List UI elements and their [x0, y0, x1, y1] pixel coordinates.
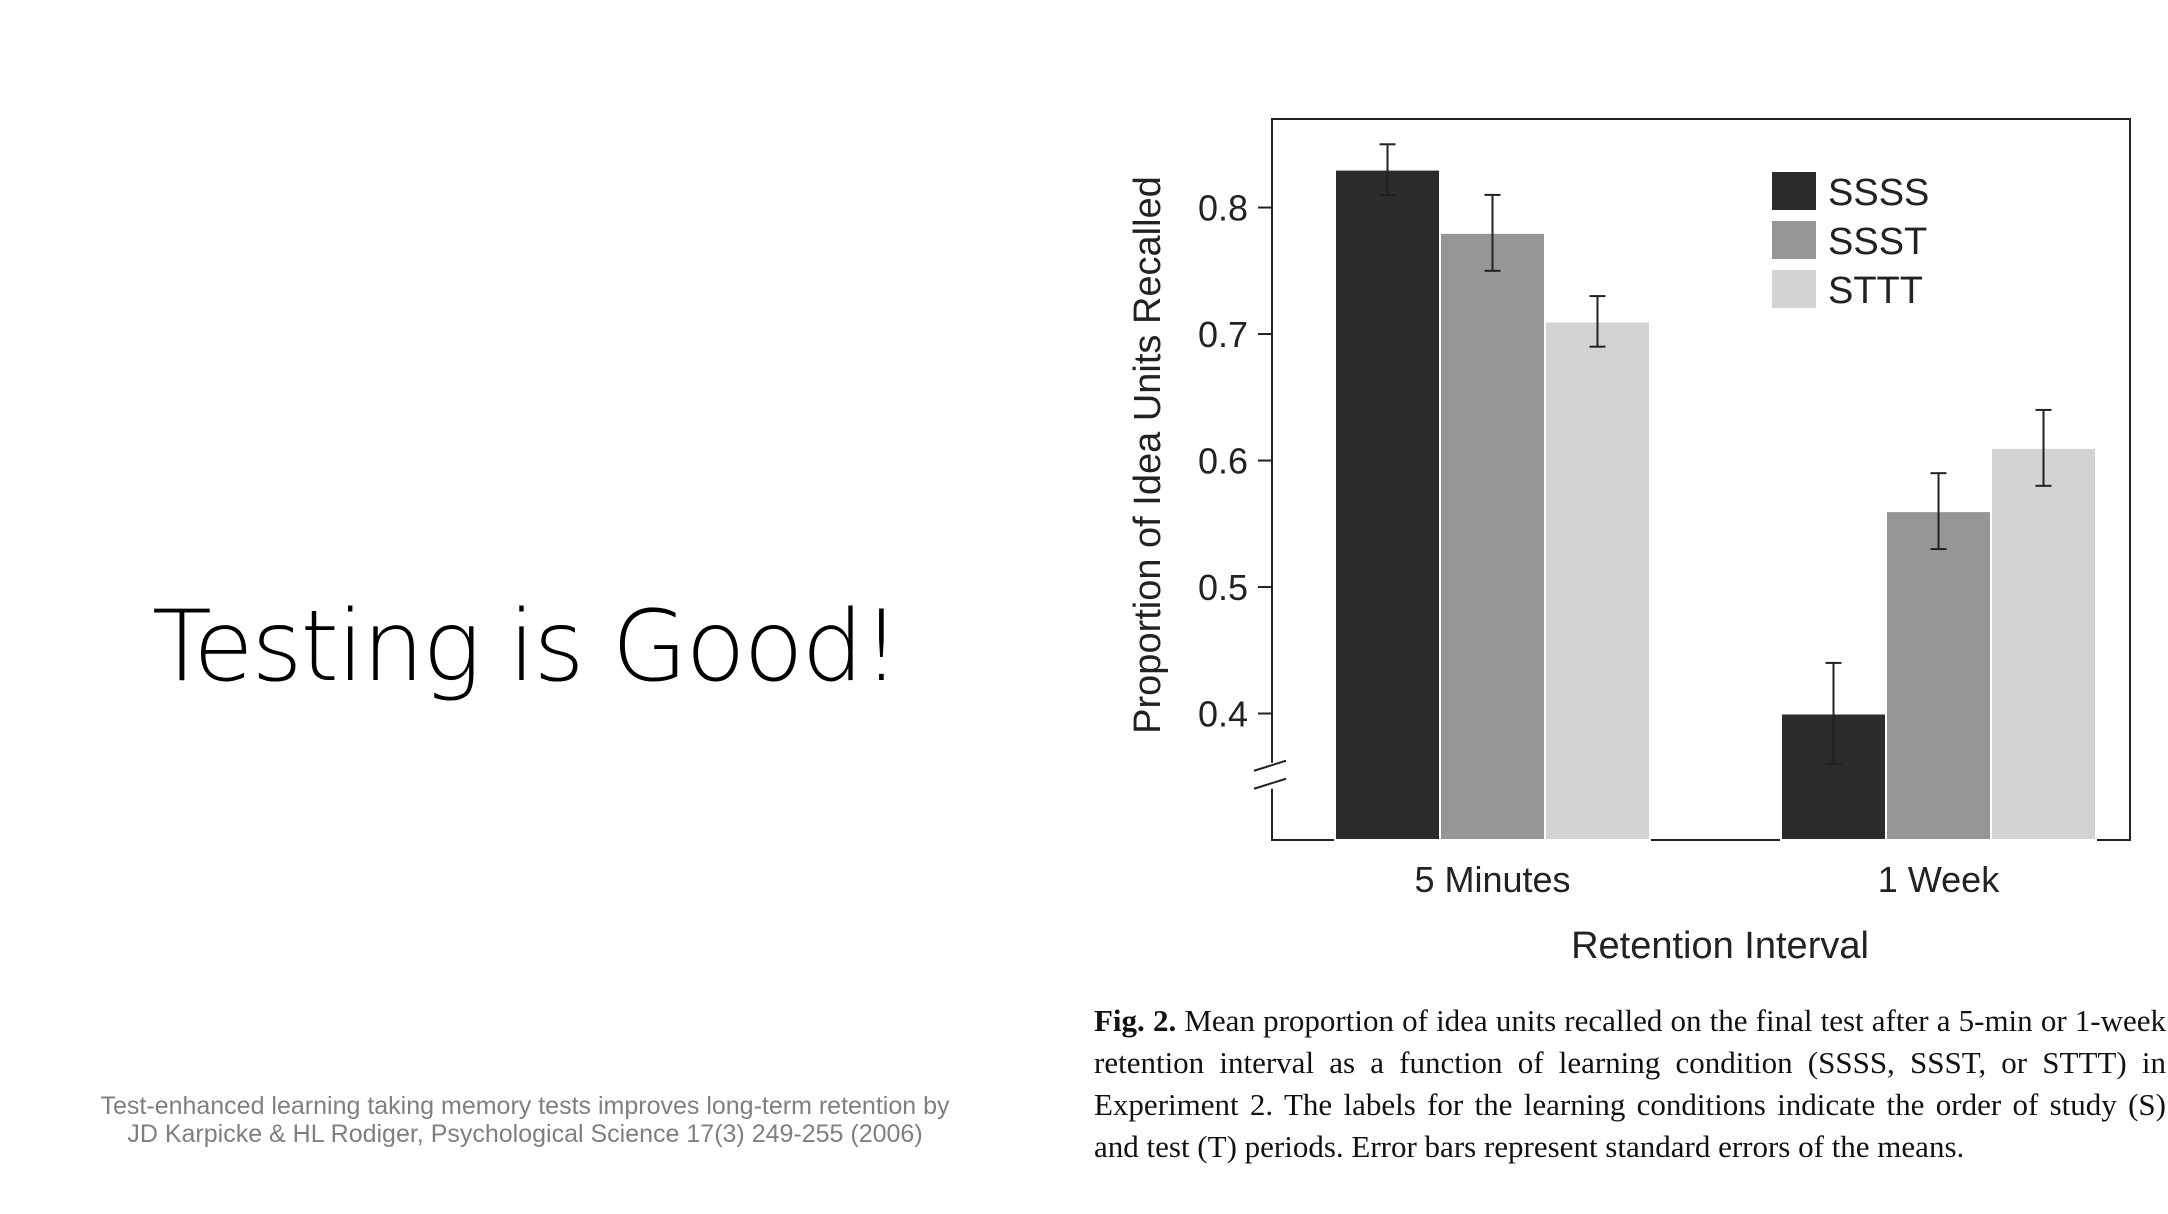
caption-text: Mean proportion of idea units recalled o…: [1094, 1003, 2167, 1164]
bar-ssst: [1885, 510, 1992, 841]
legend-swatch-sttt: [1772, 270, 1816, 308]
y-tick-label: 0.4: [1198, 694, 1248, 735]
y-tick-label: 0.6: [1198, 441, 1248, 482]
plot-frame: [1253, 118, 2131, 841]
axis-break-mark: [1253, 759, 1287, 772]
caption-label: Fig. 2.: [1094, 1003, 1177, 1038]
x-axis-ticks: 5 Minutes 1 Week: [1414, 859, 2000, 900]
bar-sttt: [1990, 446, 2097, 841]
y-axis-ticks: 0.4 0.5 0.6 0.7 0.8: [1198, 188, 1272, 735]
slide-title: Testing is Good!: [152, 590, 901, 704]
error-bars: [1379, 143, 2052, 766]
y-tick-label: 0.8: [1198, 188, 1248, 229]
bar-ssst: [1439, 231, 1546, 841]
legend-label-ssst: SSST: [1828, 221, 1927, 263]
citation-line-2: JD Karpicke & HL Rodiger, Psychological …: [127, 1120, 923, 1148]
citation-line-1: Test-enhanced learning taking memory tes…: [100, 1092, 950, 1120]
x-tick-label: 5 Minutes: [1414, 859, 1570, 900]
legend-label-sttt: STTT: [1828, 270, 1923, 312]
bar-ssss: [1334, 168, 1441, 841]
citation: Test-enhanced learning taking memory tes…: [70, 1092, 980, 1148]
bar-sttt: [1544, 320, 1651, 841]
legend-swatch-ssst: [1772, 221, 1816, 259]
plot-border: [1271, 118, 2131, 841]
x-tick-label: 1 Week: [1878, 859, 2000, 900]
bar-chart: 0.4 0.5 0.6 0.7 0.8 5 Minutes 1 Week SSSS SSST…: [1127, 118, 2131, 967]
legend: SSSS SSST STTT: [1772, 172, 1929, 312]
y-tick-label: 0.5: [1198, 567, 1248, 608]
y-tick-label: 0.7: [1198, 314, 1248, 355]
legend-label-ssss: SSSS: [1828, 172, 1929, 214]
x-axis-label: Retention Interval: [1571, 925, 1869, 967]
axis-break-gap: [1268, 762, 1276, 789]
figure-caption: Fig. 2. Mean proportion of idea units re…: [1094, 1000, 2166, 1168]
bars: [1334, 168, 2097, 842]
legend-swatch-ssss: [1772, 172, 1816, 210]
axis-break-mark: [1253, 777, 1287, 790]
y-axis-label: Proportion of Idea Units Recalled: [1127, 176, 1169, 734]
